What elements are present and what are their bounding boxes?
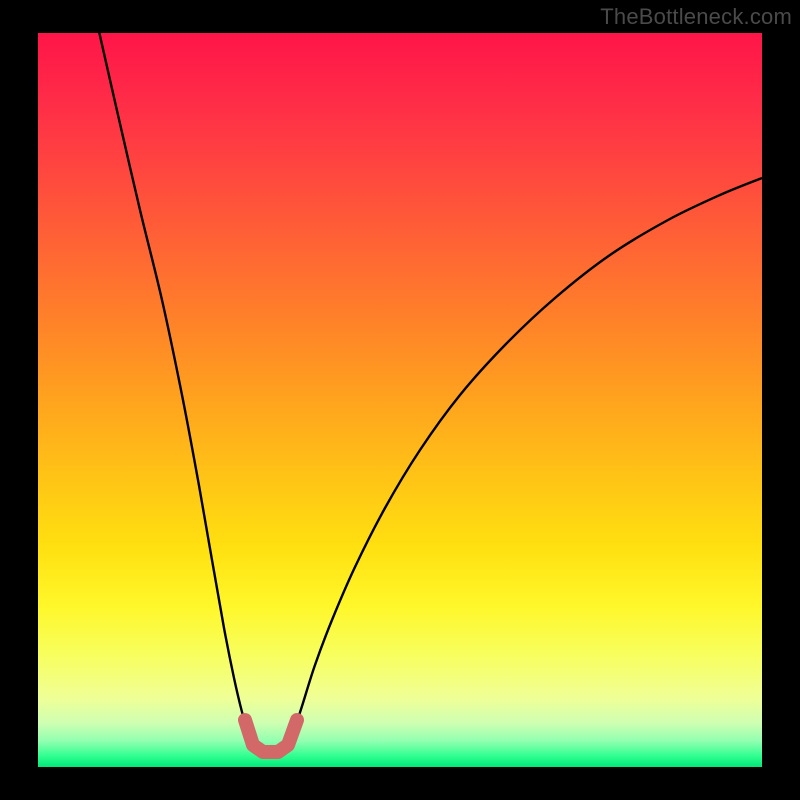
watermark-text: TheBottleneck.com — [600, 4, 792, 30]
root-frame: { "watermark": "TheBottleneck.com", "can… — [0, 0, 800, 800]
plot-background — [38, 33, 762, 767]
chart-svg — [0, 0, 800, 800]
